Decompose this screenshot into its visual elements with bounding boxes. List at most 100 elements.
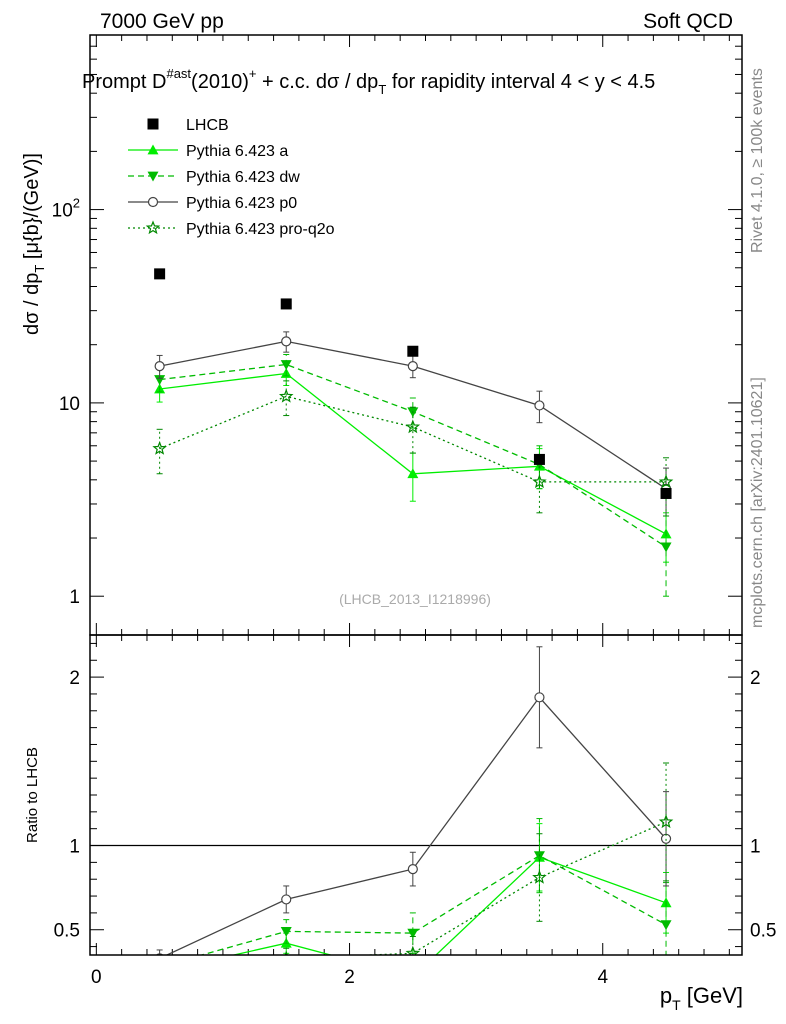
ratio-point xyxy=(534,692,545,703)
data-point xyxy=(405,419,421,434)
legend: LHCB Pythia 6.423 a Pythia 6.423 dw Pythia … xyxy=(128,117,335,238)
data-point xyxy=(278,388,294,403)
legend-entry-lhcb: LHCB xyxy=(147,117,229,134)
ratio-panel-axes: 0 2 4 0.5 0.5 1 1 2 2 xyxy=(54,635,776,988)
data-point xyxy=(407,345,419,357)
y-tick-label: 1 xyxy=(69,587,80,608)
legend-marker xyxy=(147,144,159,155)
ratio-y-tick-label-right: 2 xyxy=(750,668,761,689)
header-right: Soft QCD xyxy=(643,10,733,33)
ratio-y-tick-label-right: 1 xyxy=(750,837,761,858)
x-axis-label-sub: T xyxy=(672,997,681,1013)
data-point xyxy=(658,474,674,489)
y-tick-label-base: 10 xyxy=(52,201,73,222)
legend-marker xyxy=(147,196,159,208)
y-tick-label: 102 xyxy=(52,196,80,222)
title-suffix: for rapidity interval 4 < y < 4.5 xyxy=(386,71,655,93)
analysis-watermark: (LHCB_2013_I1218996) xyxy=(339,591,491,607)
ratio-series-pythia-6-423-a xyxy=(154,823,672,981)
main-y-label: dσ / dpT [μ{b}/(GeV)] xyxy=(21,153,47,335)
ratio-y-tick-label: 0.5 xyxy=(54,921,80,942)
data-point xyxy=(280,360,292,370)
rivet-version-label: Rivet 4.1.0, ≥ 100k events xyxy=(749,68,766,253)
legend-marker xyxy=(147,118,159,130)
legend-label: Pythia 6.423 pro-q2o xyxy=(186,221,335,238)
title-sup2: + xyxy=(249,66,257,81)
ratio-point xyxy=(407,928,419,939)
ratio-y-tick-label: 1 xyxy=(69,837,80,858)
ratio-series-pythia-6-423-pro-q2o xyxy=(154,762,674,999)
title-sub: T xyxy=(378,82,386,97)
header-left: 7000 GeV pp xyxy=(100,10,224,33)
title-rest: + c.c. dσ / dp xyxy=(256,71,378,93)
legend-entry-pythia-6-423-a: Pythia 6.423 a xyxy=(128,143,288,160)
main-y-label-main: dσ / dp xyxy=(21,273,43,335)
series-pythia-6-423-pro-q2o xyxy=(152,380,674,517)
ratio-point xyxy=(660,920,672,931)
data-point xyxy=(660,487,672,499)
title-mid: (2010) xyxy=(191,71,249,93)
data-point xyxy=(660,542,672,553)
data-point xyxy=(154,375,166,386)
ratio-line xyxy=(199,854,667,955)
data-point xyxy=(533,453,545,465)
data-point xyxy=(534,400,545,411)
legend-entry-pythia-6-423-dw: Pythia 6.423 dw xyxy=(128,169,300,186)
main-y-label-unit: [μ{b}/(GeV)] xyxy=(21,153,43,265)
legend-entry-pythia-6-423-pro-q2o: Pythia 6.423 pro-q2o xyxy=(128,220,335,238)
y-tick-label: 10 xyxy=(59,394,80,415)
title-sup1: #ast xyxy=(166,66,191,81)
ratio-y-tick-label-right: 0.5 xyxy=(750,921,776,942)
data-point xyxy=(154,361,165,372)
data-point xyxy=(280,298,292,310)
title-prefix: Prompt D xyxy=(82,71,166,93)
legend-label: Pythia 6.423 p0 xyxy=(186,195,297,212)
x-tick-label: 0 xyxy=(91,967,102,988)
x-axis-label: pT [GeV] xyxy=(660,983,743,1013)
plot-title: Prompt D#ast(2010)+ + c.c. dσ / dpT for … xyxy=(82,66,655,97)
mcplots-label: mcplots.cern.ch [arXiv:2401.10621] xyxy=(749,377,766,628)
ratio-point xyxy=(284,950,288,955)
series-lhcb xyxy=(154,268,672,499)
legend-label: Pythia 6.423 a xyxy=(186,143,288,160)
ratio-point xyxy=(281,894,292,905)
ratio-point xyxy=(407,971,418,981)
legend-marker xyxy=(147,171,159,182)
x-tick-label: 2 xyxy=(344,967,355,988)
x-axis-label-unit: [GeV] xyxy=(681,983,743,1008)
series-pythia-6-423-a xyxy=(154,362,672,563)
legend-entry-pythia-6-423-p0: Pythia 6.423 p0 xyxy=(128,195,297,212)
data-point xyxy=(407,361,418,372)
data-point xyxy=(532,474,547,489)
y-tick-label-exp: 2 xyxy=(73,196,80,211)
x-tick-label: 4 xyxy=(597,967,608,988)
ratio-line xyxy=(354,821,667,955)
data-point xyxy=(152,440,167,455)
main-y-label-sub: T xyxy=(32,265,47,273)
ratio-point xyxy=(532,869,547,884)
ratio-point xyxy=(658,814,674,829)
data-point xyxy=(407,468,419,479)
series-line xyxy=(159,395,666,483)
ratio-line xyxy=(231,856,667,955)
x-axis-label-main: p xyxy=(660,983,672,1008)
ratio-panel-frame xyxy=(89,634,743,956)
ratio-point xyxy=(407,864,418,875)
ratio-series-pythia-6-423-dw xyxy=(154,818,672,972)
ratio-point xyxy=(280,927,292,937)
data-point xyxy=(154,268,166,280)
ratio-point xyxy=(154,988,165,999)
ratio-point xyxy=(154,962,165,972)
ratio-y-tick-label: 2 xyxy=(69,668,80,689)
ratio-point xyxy=(405,945,421,955)
legend-label: LHCB xyxy=(186,117,229,134)
data-point xyxy=(281,336,292,347)
ratio-point xyxy=(154,966,165,976)
ratio-y-label: Ratio to LHCB xyxy=(24,747,41,843)
main-panel-series xyxy=(152,268,674,597)
legend-label: Pythia 6.423 dw xyxy=(186,169,300,186)
ratio-panel-series xyxy=(154,646,674,999)
legend-marker xyxy=(145,220,161,235)
